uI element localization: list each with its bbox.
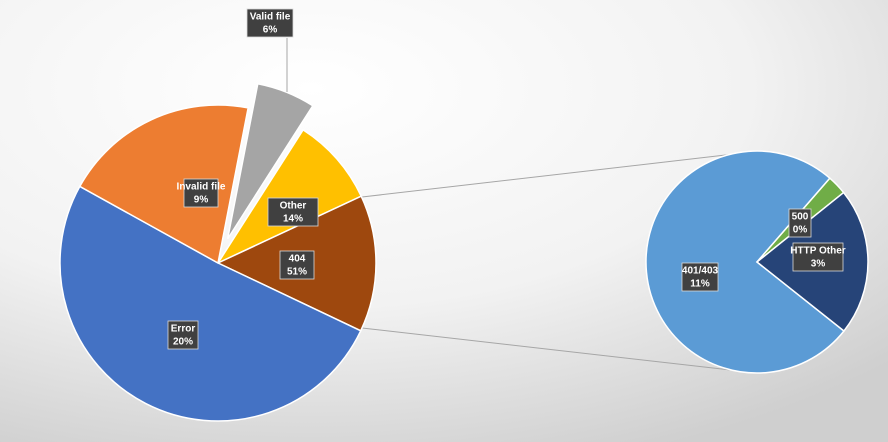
data-label-name: HTTP Other <box>790 246 845 257</box>
data-label-name: Valid file <box>250 12 291 23</box>
data-label-name: Invalid file <box>177 182 226 193</box>
data-label-value: 51% <box>287 267 307 278</box>
pie-slice <box>59 185 362 422</box>
data-label-value: 0% <box>793 225 808 236</box>
data-label-box <box>267 197 319 227</box>
connector <box>361 327 758 374</box>
data-label-box <box>183 178 219 208</box>
data-label-name: 500 <box>792 212 809 223</box>
data-label-box <box>167 320 199 350</box>
data-label-value: 9% <box>194 195 209 206</box>
data-label-box <box>681 262 719 292</box>
data-label-name: Error <box>171 324 196 335</box>
data-label-name: 401/403 <box>682 266 719 277</box>
data-label-value: 14% <box>283 214 303 225</box>
data-label-name: 404 <box>289 254 306 265</box>
data-label-value: 6% <box>263 25 278 36</box>
data-label-box <box>279 250 315 280</box>
data-label-value: 11% <box>690 279 710 290</box>
pie-slice <box>215 128 363 265</box>
connector <box>361 150 761 198</box>
data-label-value: 20% <box>173 337 193 348</box>
labels: Valid file 6% Invalid file 9% Other 14% 404 51%… <box>167 8 846 350</box>
data-label-box <box>792 242 844 272</box>
pie-slice <box>78 104 250 265</box>
data-label-name: Other <box>280 201 307 212</box>
data-label-value: 3% <box>811 259 826 270</box>
data-label-box <box>788 208 812 238</box>
pie-slice <box>226 82 314 240</box>
pie-slice <box>645 150 846 374</box>
data-label-box <box>246 8 294 38</box>
